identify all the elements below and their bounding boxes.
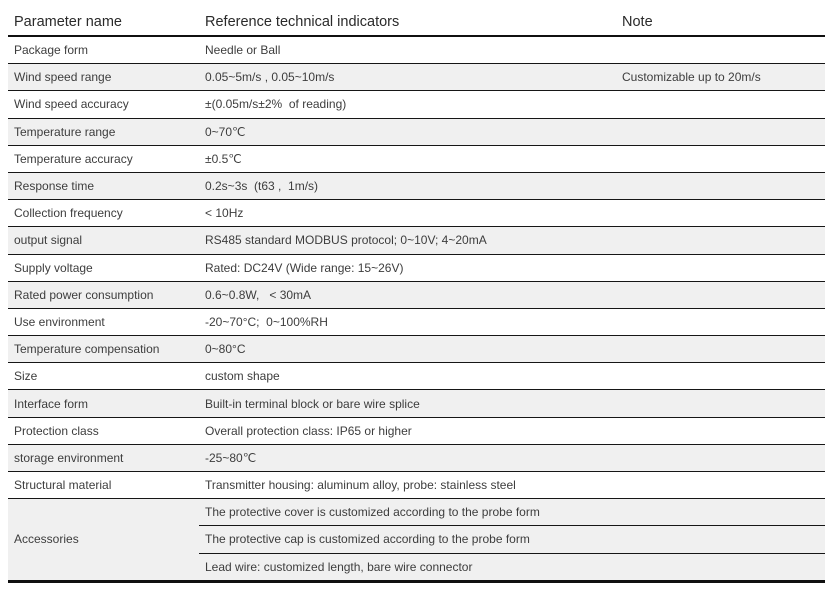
table-row-use-environment: Use environment -20~70°C; 0~100%RH (8, 307, 825, 336)
value-cell: Needle or Ball (205, 43, 281, 58)
value-cell: Transmitter housing: aluminum alloy, pro… (205, 478, 516, 493)
param-cell: Structural material (14, 478, 112, 493)
param-cell: Temperature compensation (14, 342, 160, 357)
header-note: Note (622, 13, 653, 30)
param-cell: Wind speed accuracy (14, 97, 129, 112)
table-row-storage-environment: storage environment -25~80℃ (8, 443, 825, 471)
param-cell: Use environment (14, 314, 105, 329)
note-cell: Customizable up to 20m/s (622, 70, 761, 85)
accessories-items: The protective cover is customized accor… (199, 499, 825, 580)
value-cell: ±0.5℃ (205, 151, 242, 166)
param-cell: output signal (14, 233, 83, 248)
value-cell: 0~70℃ (205, 124, 246, 139)
value-cell: -25~80℃ (205, 450, 257, 465)
table-row-structural-material: Structural material Transmitter housing:… (8, 471, 825, 499)
value-cell: custom shape (205, 369, 280, 384)
table-header-row: Parameter name Reference technical indic… (8, 8, 825, 37)
param-cell: Wind speed range (14, 70, 112, 85)
table-row-output-signal: output signal RS485 standard MODBUS prot… (8, 226, 825, 254)
table-row-protection-class: Protection class Overall protection clas… (8, 416, 825, 444)
value-cell: Overall protection class: IP65 or higher (205, 423, 412, 438)
table-row-response-time: Response time 0.2s~3s (t63 , 1m/s) (8, 171, 825, 200)
param-cell: Supply voltage (14, 260, 93, 275)
table-row-rated-power-consumption: Rated power consumption 0.6~0.8W, < 30mA (8, 280, 825, 308)
param-cell: Collection frequency (14, 206, 123, 221)
value-cell: Built-in terminal block or bare wire spl… (205, 396, 420, 411)
param-cell: Interface form (14, 396, 89, 411)
param-cell: Rated power consumption (14, 287, 154, 302)
param-cell: Package form (14, 43, 89, 58)
table-row-interface-form: Interface form Built-in terminal block o… (8, 389, 825, 417)
value-cell: 0~80°C (205, 342, 246, 357)
value-cell: ±(0.05m/s±2% of reading) (205, 97, 347, 112)
value-cell: 0.05~5m/s , 0.05~10m/s (205, 70, 335, 85)
param-cell: Size (14, 369, 38, 384)
accessory-item: Lead wire: customized length, bare wire … (199, 552, 825, 580)
table-row-package-form: Package form Needle or Ball (8, 37, 825, 64)
header-reference-indicators: Reference technical indicators (205, 13, 400, 30)
table-row-supply-voltage: Supply voltage Rated: DC24V (Wide range:… (8, 253, 825, 281)
value-cell: 0.6~0.8W, < 30mA (205, 287, 312, 302)
accessory-item: The protective cap is customized accordi… (199, 525, 825, 552)
param-cell: Temperature range (14, 124, 116, 139)
value-cell: RS485 standard MODBUS protocol; 0~10V; 4… (205, 233, 487, 248)
param-cell: Temperature accuracy (14, 151, 133, 166)
table-row-temperature-accuracy: Temperature accuracy ±0.5℃ (8, 144, 825, 172)
value-cell: Rated: DC24V (Wide range: 15~26V) (205, 260, 404, 275)
accessory-item: The protective cover is customized accor… (205, 505, 540, 520)
specification-table: Parameter name Reference technical indic… (8, 8, 825, 583)
table-row-collection-frequency: Collection frequency < 10Hz (8, 199, 825, 227)
param-cell: Response time (14, 179, 95, 194)
param-cell: Protection class (14, 423, 99, 438)
value-cell: -20~70°C; 0~100%RH (205, 314, 328, 329)
table-row-accessories: Accessories The protective cover is cust… (8, 498, 825, 580)
header-parameter-name: Parameter name (14, 13, 122, 30)
table-row-temperature-range: Temperature range 0~70℃ (8, 117, 825, 145)
param-cell: storage environment (14, 450, 124, 465)
table-row-size: Size custom shape (8, 362, 825, 390)
value-cell: 0.2s~3s (t63 , 1m/s) (205, 179, 319, 194)
table-row-wind-speed-range: Wind speed range 0.05~5m/s , 0.05~10m/s … (8, 63, 825, 91)
value-cell: < 10Hz (205, 206, 244, 221)
param-cell: Accessories (14, 532, 79, 547)
table-row-wind-speed-accuracy: Wind speed accuracy ±(0.05m/s±2% of read… (8, 90, 825, 118)
table-row-temperature-compensation: Temperature compensation 0~80°C (8, 335, 825, 363)
